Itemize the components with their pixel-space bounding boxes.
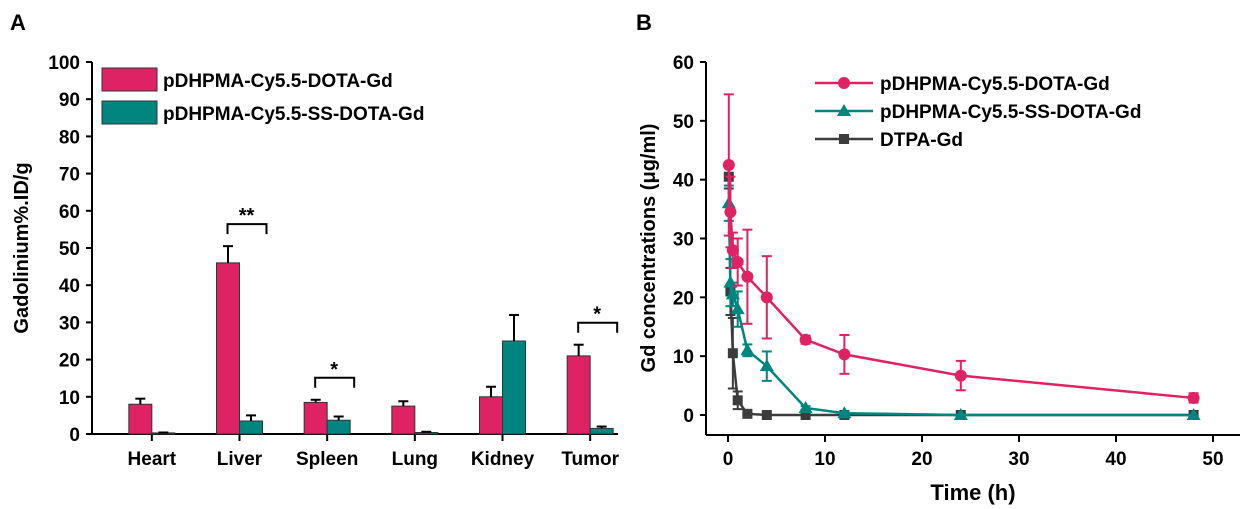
y-tick-label: 60	[59, 202, 80, 223]
y-tick-label: 30	[673, 230, 694, 251]
x-tick-label: Liver	[217, 449, 263, 470]
data-point	[731, 256, 744, 269]
bar-tumor-2	[589, 427, 614, 435]
bar-spleen-2	[326, 419, 351, 435]
data-point	[838, 348, 851, 361]
x-tick-label: 20	[911, 449, 932, 470]
line-chart: 0 10 20 30 40 50 60 0 10 20 30 40 50 Time (h) Gd conce…	[638, 53, 1240, 505]
y-tick-label: 90	[59, 90, 80, 111]
y-tick-label: 80	[59, 127, 80, 148]
x-tick-label: 30	[1008, 449, 1029, 470]
y-tick-label: 50	[59, 239, 80, 260]
data-point	[742, 408, 753, 419]
panel-label-a: A	[10, 10, 26, 35]
data-point	[740, 343, 755, 356]
x-tick-label: 50	[1202, 449, 1223, 470]
legend-label: pDHPMA-Cy5.5-SS-DOTA-Gd	[163, 104, 424, 125]
y-tick-label: 20	[59, 351, 80, 372]
bar-kidney-1	[479, 396, 503, 435]
y-tick-label: 70	[59, 165, 80, 186]
significance-bracket	[577, 321, 619, 333]
legend-marker	[837, 104, 851, 116]
x-tick-label: Heart	[128, 449, 177, 470]
legend-label: DTPA-Gd	[880, 130, 963, 151]
x-tick-label: Tumor	[561, 449, 619, 470]
data-point	[727, 348, 738, 359]
series-line	[727, 203, 1194, 417]
data-point	[1187, 391, 1200, 404]
bar-liver-1	[216, 262, 240, 435]
legend-label: pDHPMA-Cy5.5-SS-DOTA-Gd	[880, 102, 1141, 123]
bar-kidney-2	[502, 340, 526, 435]
significance-label: *	[330, 359, 338, 381]
data-point	[1186, 408, 1201, 420]
x-tick-label: Kidney	[471, 449, 535, 470]
x-axis-label: Time (h)	[930, 480, 1015, 505]
y-tick-label: 0	[69, 425, 80, 446]
y-tick-label: 40	[673, 171, 694, 192]
significance-bracket	[226, 223, 268, 235]
panel-label-b: B	[636, 10, 652, 35]
y-axis-label: Gd concentrations (μg/ml)	[638, 124, 660, 373]
x-tick-label: Spleen	[296, 449, 358, 470]
bar-liver-2	[239, 420, 263, 435]
bar-lung-1	[391, 405, 416, 435]
data-point	[760, 291, 773, 304]
data-point	[722, 158, 735, 171]
data-point	[954, 369, 967, 382]
series-line	[727, 164, 1194, 400]
legend-swatch	[101, 67, 158, 92]
bar-tumor-1	[566, 355, 591, 435]
bar-chart: 0 10 20 30 40 50 60 70 80 90 100 Gadolinium%.ID/g He…	[11, 53, 620, 470]
data-point	[798, 400, 813, 413]
x-tick-label: 10	[814, 449, 835, 470]
legend-marker	[838, 77, 850, 89]
data-point	[741, 270, 754, 283]
legend-label: pDHPMA-Cy5.5-DOTA-Gd	[163, 71, 393, 92]
data-point	[800, 410, 811, 420]
data-point	[726, 244, 739, 257]
data-point	[799, 333, 812, 346]
data-point	[732, 395, 743, 406]
significance-label: *	[593, 304, 601, 326]
data-point	[724, 206, 737, 219]
y-tick-label: 50	[673, 112, 694, 133]
legend-swatch	[101, 100, 158, 125]
y-tick-label: 40	[59, 276, 80, 297]
data-point	[953, 408, 968, 420]
legend-label: pDHPMA-Cy5.5-DOTA-Gd	[880, 74, 1110, 95]
bar-heart-1	[128, 403, 153, 435]
y-tick-label: 10	[673, 347, 694, 368]
y-tick-label: 30	[59, 313, 80, 334]
data-point	[730, 302, 745, 315]
significance-label: **	[239, 205, 255, 227]
x-tick-label: 40	[1105, 449, 1126, 470]
data-point	[725, 287, 740, 300]
x-tick-label: 0	[723, 449, 734, 470]
x-tick-label: Lung	[392, 449, 438, 470]
legend-marker	[839, 134, 849, 144]
data-point	[837, 406, 852, 419]
y-tick-label: 10	[59, 388, 80, 409]
y-tick-label: 0	[683, 406, 694, 427]
y-tick-label: 20	[673, 288, 694, 309]
data-point	[761, 410, 772, 420]
y-tick-label: 60	[673, 53, 694, 74]
y-tick-label: 100	[48, 53, 80, 74]
y-axis-label: Gadolinium%.ID/g	[11, 162, 33, 333]
data-point	[759, 359, 774, 372]
bar-spleen-1	[303, 401, 328, 435]
significance-bracket	[314, 376, 356, 388]
